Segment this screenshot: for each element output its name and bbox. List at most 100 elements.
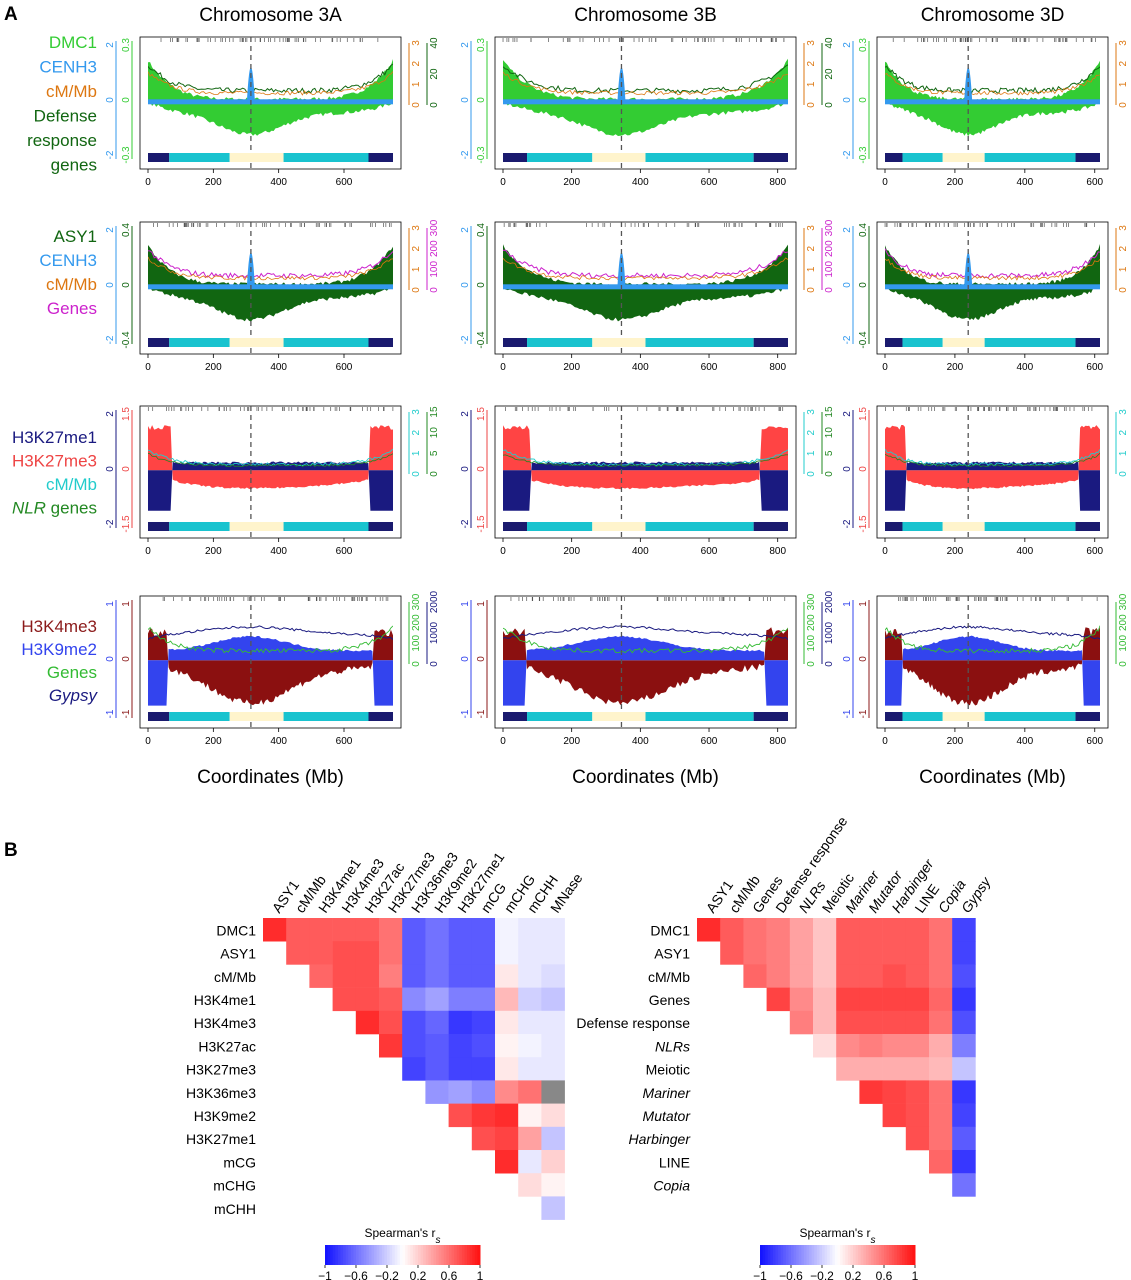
left-inner-axis-label: 0.3 <box>121 38 132 52</box>
heatmap-row-label: LINE <box>659 1154 690 1170</box>
heatmap-row-label: H3K27me3 <box>186 1062 256 1078</box>
chromosome-band <box>645 712 754 721</box>
heatmap-cell <box>859 918 883 942</box>
left-outer-axis-label: 0 <box>842 282 853 288</box>
signal-area-negative <box>148 101 393 136</box>
left-outer-axis-label: 0 <box>842 466 853 472</box>
colorbar-swatch <box>909 1245 913 1265</box>
legend-entry-suffix: genes <box>46 499 97 518</box>
track-panel: 0 200 400 600 800 0.4 0 -0.4 2 0 -2 0 1 2 3 0 100 200 300 <box>460 219 835 373</box>
colorbar-swatch <box>878 1245 882 1265</box>
legend-entry-text: H3K27me3 <box>12 452 97 471</box>
left-outer-axis-label: -2 <box>842 335 853 344</box>
left-outer-axis-label: -1 <box>842 709 853 718</box>
heatmap-cell <box>425 1010 449 1035</box>
legend-entry-text: NLR <box>12 499 46 518</box>
gypsy-line <box>885 625 1100 640</box>
colorbar-swatch <box>449 1245 453 1265</box>
colorbar-swatch <box>335 1245 339 1265</box>
legend-entry: cM/Mb <box>46 275 97 294</box>
colorbar-swatch <box>420 1245 424 1265</box>
chromosome-band <box>169 522 230 531</box>
h3k27me3-area <box>503 425 788 490</box>
plot-frame <box>494 221 797 355</box>
heatmap-cell <box>495 1034 519 1058</box>
left-inner-axis-label: -0.4 <box>121 331 132 349</box>
heatmap-cell <box>882 918 907 942</box>
heatmap-cell <box>448 1034 473 1058</box>
colorbar-swatch <box>772 1245 776 1265</box>
x-tick-label: 0 <box>145 177 151 188</box>
plot-frame <box>139 36 402 170</box>
chromosome-band <box>527 522 593 531</box>
heatmap-cell <box>836 1034 860 1058</box>
heatmap-cell <box>882 1010 907 1035</box>
left-inner-axis-label: 0 <box>121 656 132 662</box>
heatmap-cell <box>905 1080 930 1104</box>
colorbar-swatch <box>350 1245 354 1265</box>
colorbar-swatch <box>368 1245 372 1265</box>
chromosome-band <box>148 153 170 162</box>
heatmap-cell <box>541 1196 565 1220</box>
colorbar-swatch <box>454 1245 458 1265</box>
heatmap-row-label: mCG <box>223 1154 256 1170</box>
colorbar-swatch <box>443 1245 447 1265</box>
plot-frame <box>876 405 1109 539</box>
right-outer-axis-label: 1000 <box>824 621 835 644</box>
heatmap-cell <box>952 1173 976 1197</box>
signal-area-positive <box>148 245 393 287</box>
heatmap-cell <box>905 1010 930 1035</box>
colorbar-tick-label: 1 <box>477 1269 484 1280</box>
left-outer-axis-label: 2 <box>460 227 471 233</box>
colorbar-swatch <box>868 1245 872 1265</box>
left-inner-axis-label: 0.3 <box>476 38 487 52</box>
chromosome-band <box>592 712 646 721</box>
legend-entry: Genes <box>47 663 97 682</box>
right-inner-axis-label: 3 <box>1118 409 1129 415</box>
left-inner-axis-label: 0.4 <box>858 223 869 237</box>
colorbar-tick-label: −1 <box>753 1269 767 1280</box>
right-outer-axis-label: 2000 <box>429 590 440 613</box>
heatmap-cell <box>929 1103 953 1128</box>
colorbar-swatch <box>430 1245 434 1265</box>
colorbar-swatch <box>332 1245 336 1265</box>
heatmap-cell <box>541 964 565 988</box>
heatmap-cell <box>766 987 791 1012</box>
x-tick-label: 400 <box>1016 362 1033 373</box>
heatmap-cell <box>425 1057 449 1081</box>
left-inner-axis-label: 0 <box>858 656 869 662</box>
heatmap-cell <box>952 987 976 1012</box>
heatmap-cell <box>743 941 767 965</box>
x-tick-label: 200 <box>947 736 964 747</box>
heatmap-cell <box>541 987 565 1012</box>
colorbar-swatch <box>399 1245 403 1265</box>
line-series <box>885 73 1100 96</box>
right-inner-axis-label: 1 <box>411 81 422 87</box>
line-series <box>503 249 788 279</box>
cenh3-baseline <box>503 284 788 290</box>
right-outer-axis-label: 15 <box>824 406 835 418</box>
heatmap-cell <box>379 964 403 988</box>
colorbar-swatch <box>325 1245 329 1265</box>
right-outer-axis-label: 100 <box>429 261 440 278</box>
heatmap-cell <box>541 918 565 942</box>
track-panel: 0 200 400 600 1.5 0 -1.5 2 0 -2 0 1 2 3 0 5 10 15 <box>105 405 440 557</box>
line-series <box>148 250 393 280</box>
x-tick-label: 200 <box>563 177 580 188</box>
heatmap-cell <box>286 941 310 965</box>
x-tick-label: 200 <box>563 362 580 373</box>
legend-entry-text: H3K9me2 <box>21 640 97 659</box>
colorbar-swatch <box>809 1245 813 1265</box>
colorbar-swatch <box>451 1245 455 1265</box>
right-inner-axis-label: 300 <box>1118 593 1129 610</box>
left-inner-axis-label: 0 <box>476 466 487 472</box>
chromosome-band <box>592 522 646 531</box>
chromosome-band <box>984 153 1076 162</box>
heatmap-cell <box>859 1034 883 1058</box>
heatmap-cell <box>952 1057 976 1081</box>
left-inner-axis-label: 0 <box>121 97 132 103</box>
colorbar-swatch <box>374 1245 378 1265</box>
heatmap-cell <box>836 987 860 1012</box>
heatmap-cell <box>836 964 860 988</box>
x-tick-label: 0 <box>145 546 151 557</box>
